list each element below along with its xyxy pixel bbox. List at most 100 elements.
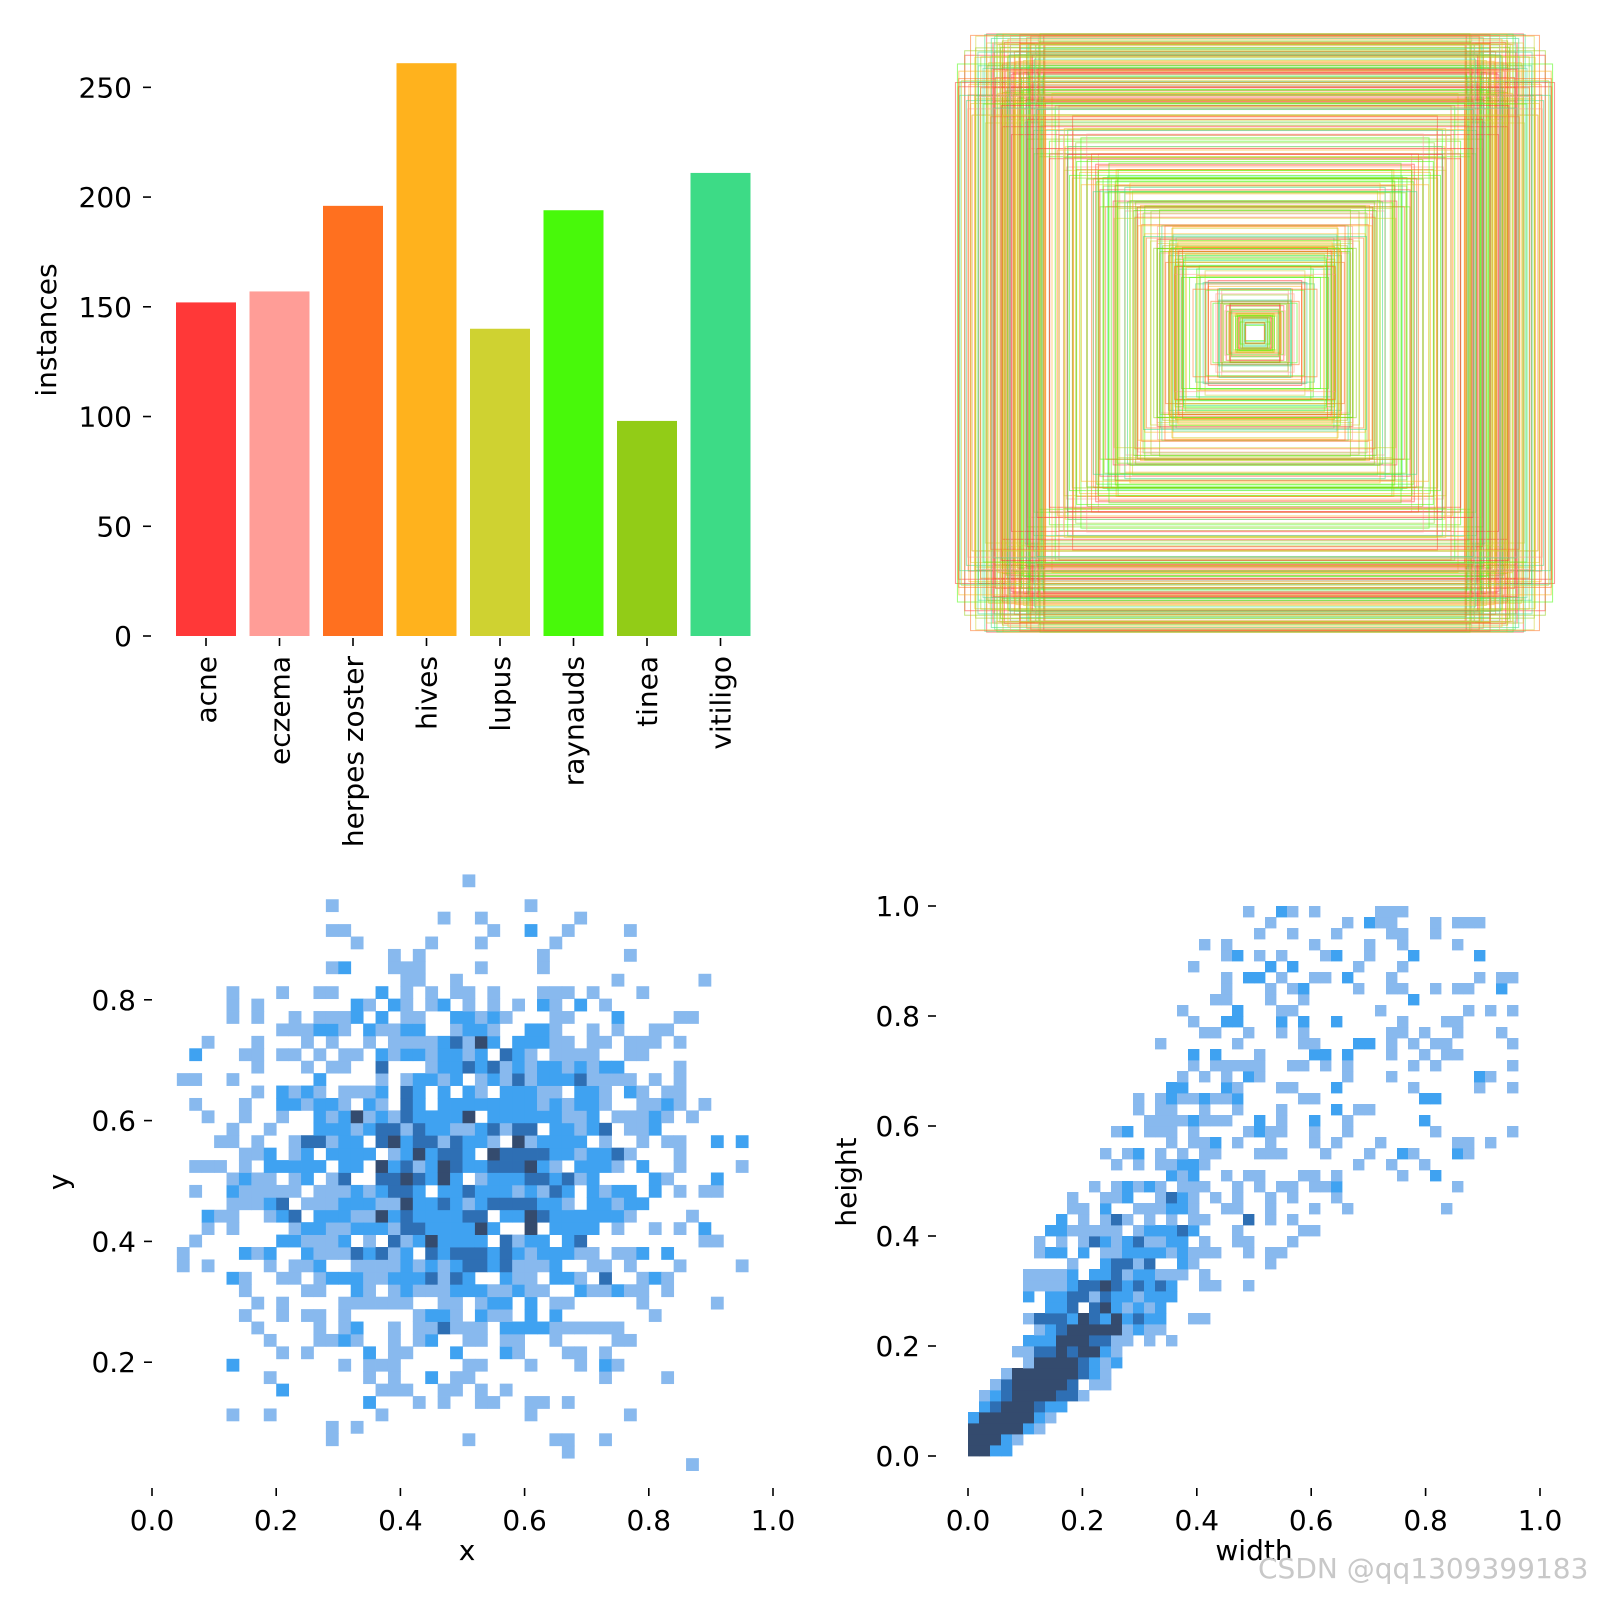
heatmap-cell — [1155, 1115, 1167, 1127]
heatmap-cell — [1155, 1104, 1167, 1116]
heatmap-cell — [1188, 1181, 1200, 1193]
heatmap-cell — [990, 1379, 1002, 1391]
heatmap-cell — [1507, 1060, 1519, 1072]
heatmap-cell — [263, 1333, 277, 1347]
box-outline — [1020, 77, 1490, 589]
heatmap-cell — [636, 1122, 650, 1136]
heatmap-cell — [301, 1234, 314, 1248]
xy-heatmap-x-label: x — [459, 1534, 476, 1567]
heatmap-cell — [462, 874, 476, 888]
heatmap-cell — [387, 1358, 401, 1372]
heatmap-cell — [375, 1383, 389, 1397]
box-outline — [1168, 250, 1342, 416]
wh-heatmap-x-label: width — [1215, 1534, 1292, 1567]
heatmap-cell — [276, 1383, 290, 1397]
heatmap-cell — [1056, 1225, 1068, 1237]
heatmap-cell — [425, 936, 439, 950]
heatmap-cell — [1056, 1236, 1068, 1248]
heatmap-cell — [338, 1296, 352, 1310]
heatmap-cell — [1463, 1005, 1475, 1017]
heatmap-cell — [1386, 906, 1398, 918]
heatmap-cell — [1397, 1170, 1409, 1182]
heatmap-cell — [400, 1011, 414, 1024]
heatmap-cell — [363, 1358, 376, 1372]
heatmap-cell — [1188, 961, 1200, 973]
heatmap-cell — [301, 1247, 314, 1260]
heatmap-cell — [636, 1160, 650, 1173]
heatmap-cell — [238, 1160, 252, 1173]
heatmap-cell — [661, 1023, 675, 1037]
heatmap-cell — [673, 1147, 687, 1161]
heatmap-cell — [425, 1234, 439, 1248]
heatmap-cell — [561, 1184, 575, 1198]
box-outline — [1135, 201, 1375, 465]
bar-x-tick-label: lupus — [484, 656, 517, 732]
box-outline — [982, 67, 1528, 599]
heatmap-cell — [1507, 1126, 1519, 1138]
heatmap-cell — [611, 1197, 625, 1211]
box-outline — [1002, 33, 1508, 633]
heatmap-cell — [474, 1184, 488, 1198]
heatmap-cell — [1133, 1247, 1145, 1259]
heatmap-cell — [1078, 1203, 1090, 1215]
heatmap-cell — [979, 1445, 991, 1457]
heatmap-cell — [1166, 1159, 1178, 1171]
heatmap-cell — [1419, 1159, 1431, 1171]
heatmap-cell — [462, 1097, 476, 1111]
heatmap-cell — [226, 1408, 240, 1422]
heatmap-cell — [1122, 1291, 1134, 1303]
box-outline — [1183, 257, 1327, 409]
heatmap-cell — [462, 1433, 476, 1447]
heatmap-cell — [1089, 1379, 1101, 1391]
heatmap-cell — [673, 1011, 687, 1024]
heatmap-cell — [375, 1296, 389, 1310]
heatmap-cell — [450, 1309, 463, 1322]
heatmap-cell — [1166, 1280, 1178, 1292]
heatmap-cell — [1045, 1291, 1057, 1303]
heatmap-cell — [673, 1073, 687, 1086]
heatmap-cell — [611, 1110, 625, 1124]
box-outline — [1009, 54, 1501, 612]
heatmap-cell — [338, 1023, 352, 1037]
heatmap-cell — [1034, 1335, 1046, 1347]
heatmap-cell — [735, 1259, 749, 1273]
heatmap-cell — [462, 1135, 476, 1149]
heatmap-cell — [561, 1097, 575, 1111]
heatmap-cell — [462, 1321, 476, 1335]
heatmap-cell — [1133, 1291, 1145, 1303]
heatmap-cell — [450, 1184, 463, 1198]
heatmap-cell — [574, 1172, 588, 1186]
heatmap-cell — [574, 1073, 588, 1086]
heatmap-cell — [1034, 1401, 1046, 1413]
heatmap-cell — [301, 1035, 314, 1049]
heatmap-cell — [288, 1184, 302, 1198]
bar-acne — [176, 302, 236, 636]
heatmap-cell — [524, 1222, 538, 1235]
heatmap-cell — [586, 1209, 600, 1223]
heatmap-cell — [325, 1122, 339, 1136]
heatmap-cell — [1144, 1258, 1156, 1270]
heatmap-cell — [1133, 1203, 1145, 1215]
heatmap-cell — [1111, 1126, 1123, 1138]
heatmap-cell — [1078, 1236, 1090, 1248]
heatmap-cell — [1177, 1247, 1189, 1259]
heatmap-cell — [363, 1371, 376, 1385]
heatmap-cell — [474, 1296, 488, 1310]
box-outline — [1228, 312, 1282, 354]
heatmap-cell — [1111, 1291, 1123, 1303]
bar-vitiligo — [690, 172, 751, 636]
heatmap-cell — [363, 1147, 376, 1161]
heatmap-cell — [1221, 1170, 1233, 1182]
heatmap-cell — [1089, 1302, 1101, 1314]
heatmap-cell — [387, 1371, 401, 1385]
heatmap-cell — [375, 1222, 389, 1235]
heatmap-cell — [1177, 1115, 1189, 1127]
box-outline — [1007, 38, 1503, 628]
heatmap-cell — [499, 1184, 513, 1198]
heatmap-cell — [549, 1085, 563, 1099]
heatmap-cell — [425, 1197, 439, 1211]
bar-x-tick-label: herpes zoster — [337, 656, 370, 848]
heatmap-cell — [474, 1321, 488, 1335]
heatmap-cell — [251, 1147, 265, 1161]
box-outline — [997, 92, 1513, 574]
